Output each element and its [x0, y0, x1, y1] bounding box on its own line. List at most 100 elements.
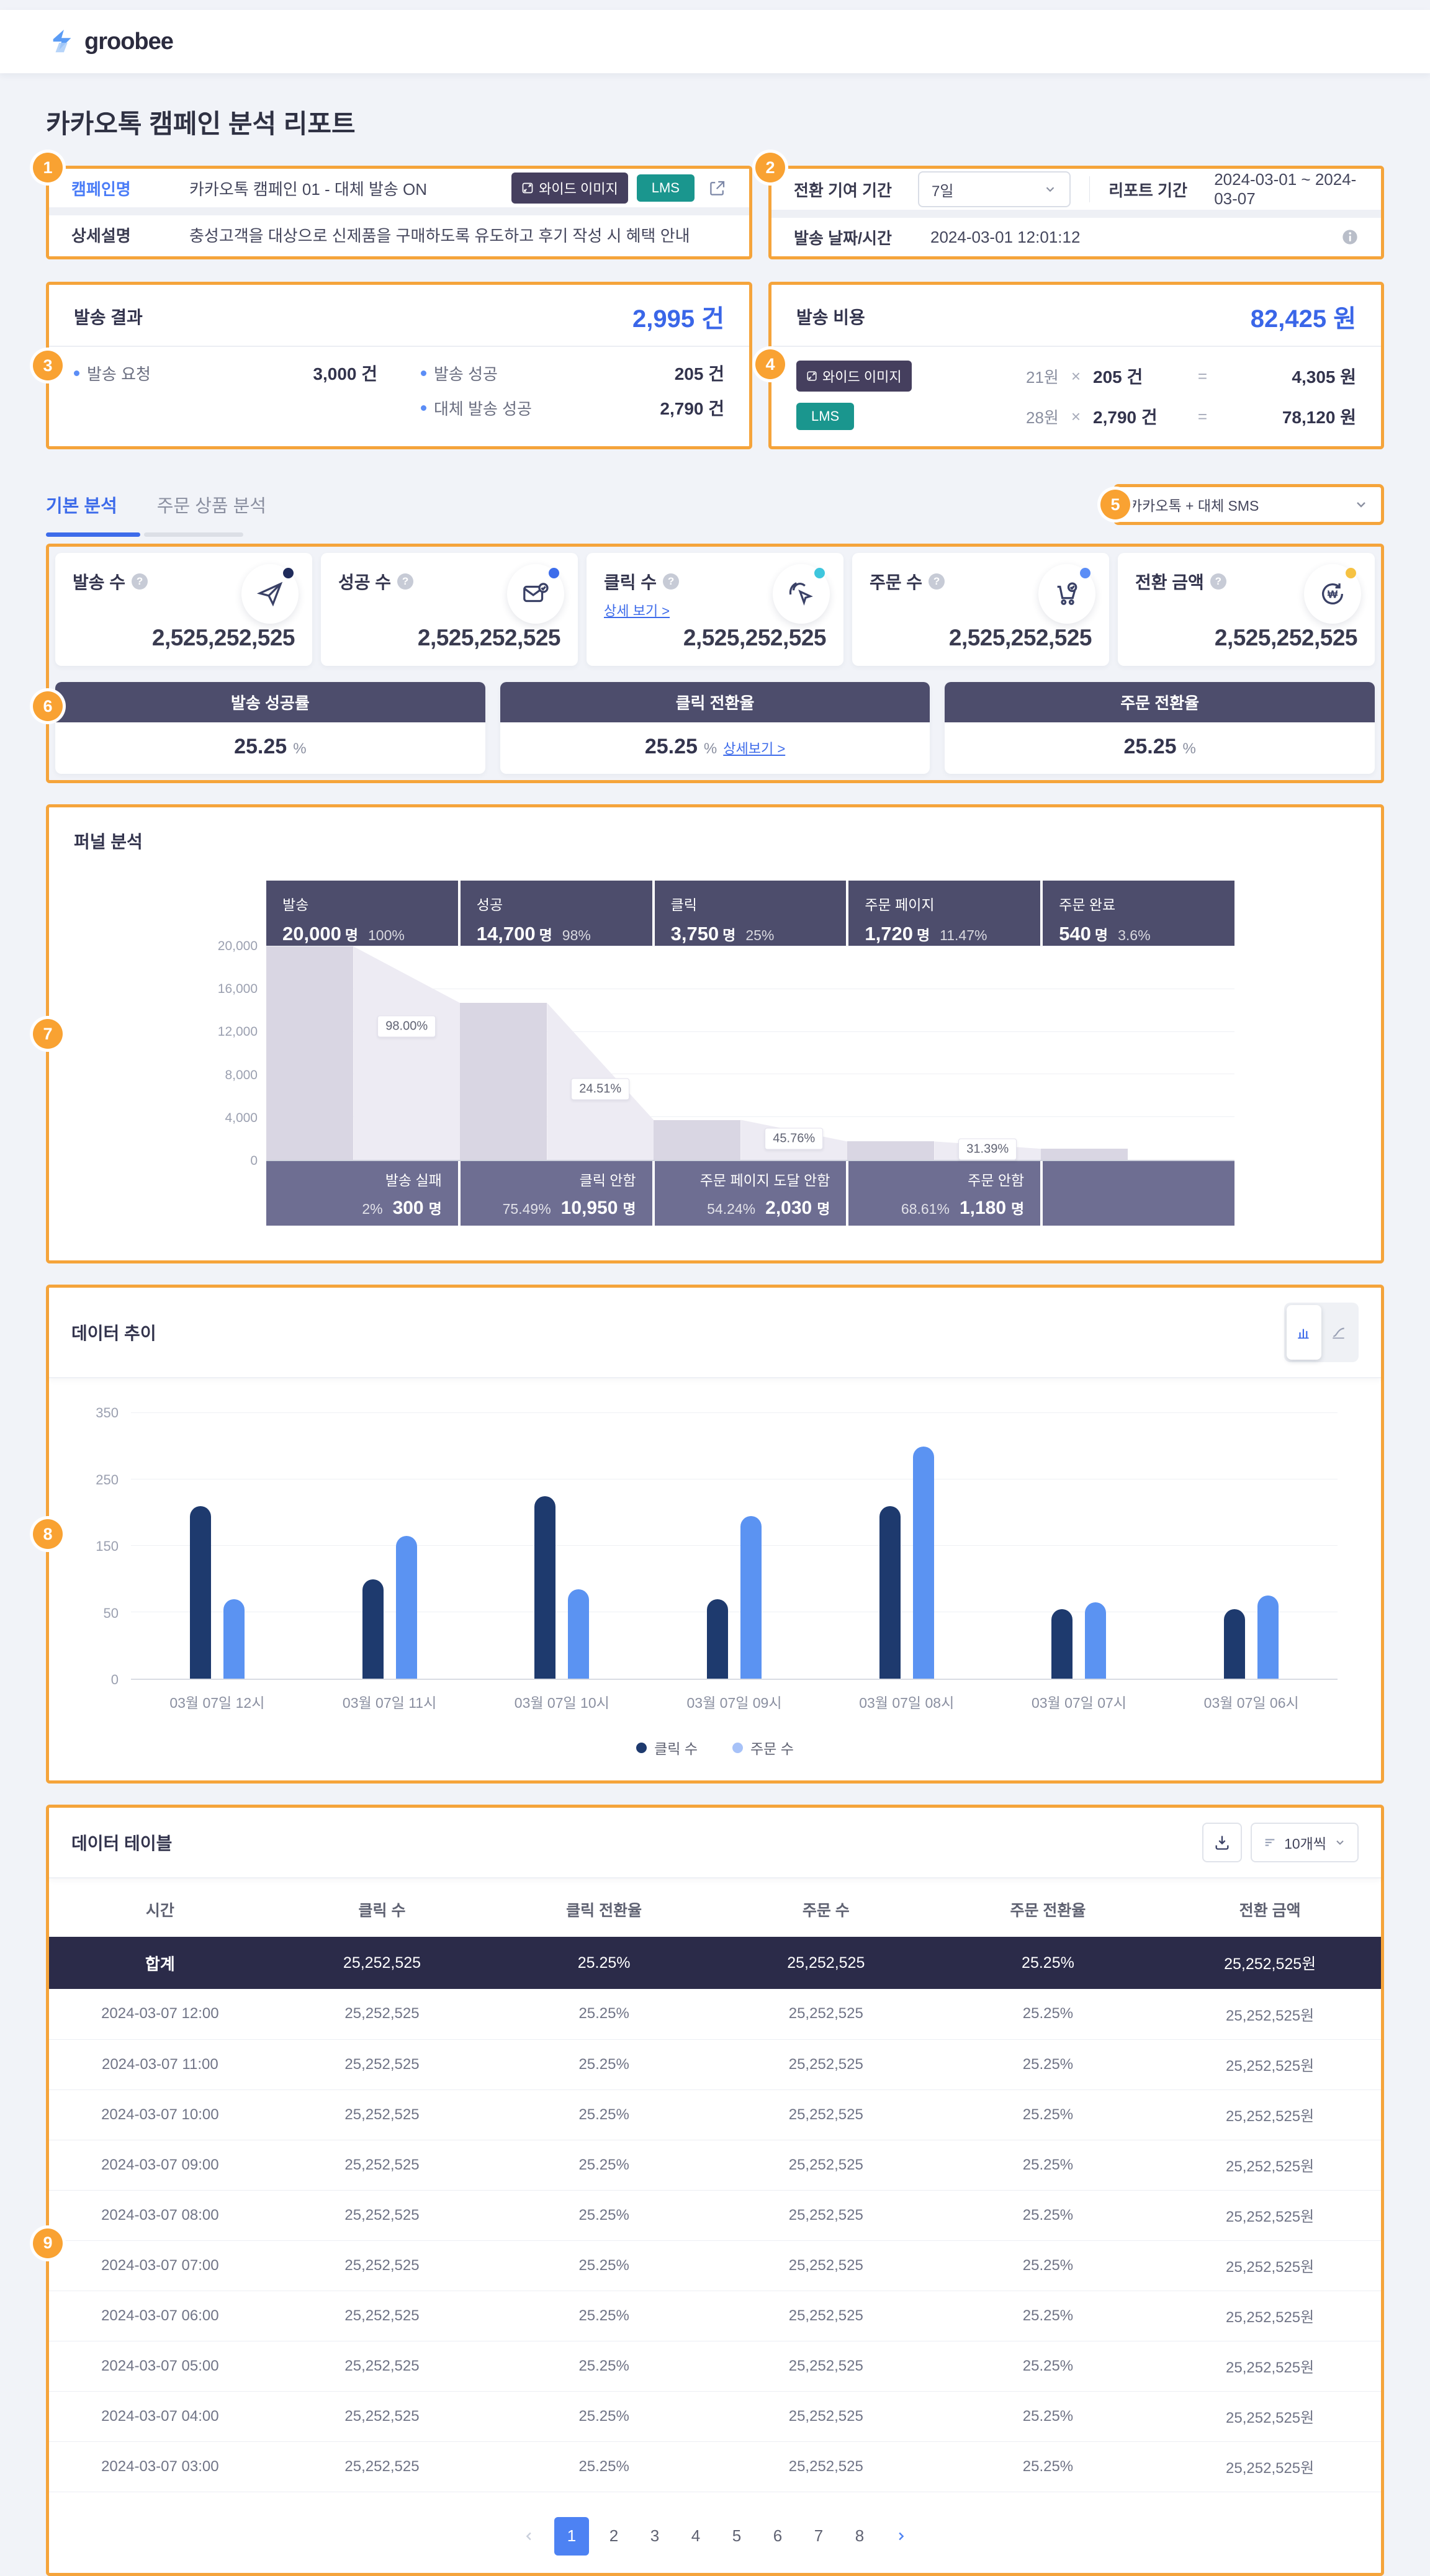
- cost-row-wide: 와이드 이미지 21원 × 205 건 = 4,305 원: [796, 361, 1356, 392]
- annotation-badge-8: 8: [33, 1519, 63, 1549]
- trend-x-axis: 03월 07일 12시 03월 07일 11시 03월 07일 10시 03월 07일…: [131, 1691, 1338, 1712]
- funnel-axis-label: 20,000: [217, 939, 258, 953]
- table-row: 2024-03-07 09:00 25,252,525 25.25% 25,252,5…: [49, 2140, 1381, 2191]
- annotation-badge-5: 5: [1100, 490, 1130, 519]
- pagination-page-7[interactable]: 7: [814, 2526, 824, 2545]
- bullet-dot: [421, 370, 426, 376]
- funnel-dropoff: [1043, 1161, 1234, 1226]
- table-row: 2024-03-07 07:00 25,252,525 25.25% 25,252,5…: [49, 2240, 1381, 2291]
- funnel-bar: [847, 1141, 935, 1160]
- logo-text: groobee: [84, 28, 174, 55]
- funnel-dropoff: 발송 실패 2% 300 명: [266, 1161, 458, 1226]
- funnel-transition: [353, 946, 460, 1160]
- pagination-page-3[interactable]: 3: [650, 2526, 660, 2545]
- bar-orders: [395, 1535, 417, 1679]
- pagination-page-4[interactable]: 4: [691, 2526, 701, 2545]
- bar-clicks: [1224, 1609, 1246, 1679]
- annotation-badge-7: 7: [33, 1019, 63, 1049]
- funnel-stage-row: 발송 20,000 명 100% 성공 14,700 명 98% 클릭 3,750 명 25% 주문 페…: [266, 881, 1234, 946]
- trend-x-label: 03월 07일 11시: [342, 1695, 437, 1711]
- period-info-box: 2 전환 기여 기간 7일 리포트 기간 2024-03-01 ~ 2024-0…: [755, 153, 1384, 259]
- annotation-badge-4: 4: [755, 349, 785, 379]
- legend-item[interactable]: 주문 수: [732, 1737, 794, 1758]
- funnel-axis-label: 12,000: [217, 1025, 258, 1039]
- trend-axis-label: 250: [96, 1471, 119, 1488]
- cart-icon: [1038, 564, 1095, 624]
- bar-group: [304, 1413, 476, 1679]
- send-icon: [241, 564, 299, 624]
- attribution-period-label: 전환 기여 기간: [794, 181, 892, 200]
- pagination: 1 2 3 4 5 6 7 8: [49, 2516, 1381, 2556]
- rate-card-send-success: 발송 성공률 25.25%: [55, 682, 485, 774]
- tab-order-product-analysis[interactable]: 주문 상품 분석: [156, 496, 266, 516]
- channel-select[interactable]: 카카오톡 + 대체 SMS: [1117, 487, 1381, 522]
- click-detail-link[interactable]: 상세 보기 >: [604, 603, 670, 619]
- table-header-cell: 주문 전환율: [1010, 1902, 1086, 1919]
- external-link-icon[interactable]: [708, 179, 727, 197]
- campaign-name-label: 캠페인명: [71, 179, 131, 199]
- gridline: [131, 1412, 1338, 1413]
- pagination-next-icon[interactable]: [884, 2517, 917, 2556]
- funnel-y-axis: 0 4,000 8,000 12,000 16,000 20,000: [212, 939, 266, 1168]
- campaign-desc-row: 상세설명 충성고객을 대상으로 신제품을 구매하도록 유도하고 후기 작성 시 …: [49, 215, 749, 254]
- info-icon[interactable]: [1341, 228, 1359, 246]
- help-icon[interactable]: ?: [1210, 573, 1226, 590]
- bar-group: [475, 1413, 648, 1679]
- gridline: [266, 1116, 1234, 1118]
- table-row: 2024-03-07 06:00 25,252,525 25.25% 25,252,5…: [49, 2291, 1381, 2341]
- groobee-logo-icon: [53, 29, 71, 53]
- table-header-cell: 시간: [145, 1902, 174, 1919]
- won-icon: ₩: [1304, 564, 1361, 624]
- trend-x-label: 03월 07일 12시: [169, 1695, 265, 1711]
- pagination-page-8[interactable]: 8: [855, 2526, 865, 2545]
- send-result-total: 2,995 건: [632, 305, 724, 333]
- page-size-select[interactable]: 10개씩: [1251, 1823, 1359, 1862]
- bar-group: [131, 1413, 304, 1679]
- annotation-badge-6: 6: [33, 691, 63, 722]
- data-trend-box: 8 데이터 추이 0 50 150 250 350 03월 07일 12시 03월 07일…: [33, 1285, 1384, 1784]
- alt-send-success-item: 대체 발송 성공 2,790 건: [421, 395, 724, 420]
- report-period-value: 2024-03-01 ~ 2024-03-07: [1214, 170, 1357, 208]
- funnel-stage: 발송 20,000 명 100%: [266, 881, 458, 946]
- funnel-dropoff: 클릭 안함 75.49% 10,950 명: [460, 1161, 652, 1226]
- metric-dot: [1346, 568, 1356, 578]
- attribution-period-select[interactable]: 7일: [918, 171, 1071, 207]
- trend-x-label: 03월 07일 09시: [686, 1695, 782, 1711]
- send-result-box: 3 발송 결과 2,995 건 발송 요청 3,000 건 발송 성공: [33, 282, 752, 449]
- pagination-prev-icon[interactable]: [513, 2517, 546, 2556]
- help-icon[interactable]: ?: [397, 573, 414, 590]
- pagination-page-5[interactable]: 5: [732, 2526, 742, 2545]
- tab-basic-analysis[interactable]: 기본 분석: [46, 496, 117, 516]
- help-icon[interactable]: ?: [132, 573, 148, 590]
- bullet-dot: [421, 405, 426, 411]
- list-icon: [1265, 1839, 1275, 1846]
- funnel-axis-label: 4,000: [225, 1110, 258, 1125]
- bar-chart-toggle-icon[interactable]: [1287, 1305, 1321, 1360]
- rate-detail-link[interactable]: 상세보기 >: [723, 741, 786, 756]
- lms-badge: LMS: [636, 174, 695, 202]
- gridline: [266, 1031, 1234, 1032]
- funnel-axis-label: 8,000: [225, 1067, 258, 1082]
- legend-item[interactable]: 클릭 수: [636, 1737, 698, 1758]
- bar-group: [1165, 1413, 1338, 1679]
- trend-x-label: 03월 07일 07시: [1031, 1695, 1126, 1711]
- pagination-page-2[interactable]: 2: [609, 2526, 619, 2545]
- help-icon[interactable]: ?: [929, 573, 945, 590]
- funnel-transition: [547, 1003, 654, 1160]
- vertical-divider: [1089, 176, 1090, 202]
- chart-type-toggle: [1284, 1303, 1359, 1362]
- table-row: 2024-03-07 08:00 25,252,525 25.25% 25,252,5…: [49, 2190, 1381, 2241]
- metric-card-sent: 발송 수? 2,525,252,525: [55, 553, 312, 666]
- line-chart-toggle-icon[interactable]: [1321, 1305, 1356, 1360]
- metric-card-clicks: 클릭 수? 상세 보기 > 2,525,252,525: [587, 553, 843, 666]
- groobee-logo: groobee: [48, 27, 174, 56]
- pagination-page-1[interactable]: 1: [554, 2516, 589, 2556]
- funnel-dropoff-row: 발송 실패 2% 300 명 클릭 안함 75.49% 10,950 명 주문 페이지 도달 안…: [266, 1161, 1234, 1226]
- send-result-title: 발송 결과: [74, 308, 143, 327]
- help-icon[interactable]: ?: [663, 573, 680, 590]
- download-button[interactable]: [1202, 1823, 1243, 1862]
- trend-axis-label: 50: [103, 1605, 119, 1621]
- table-row: 2024-03-07 03:00 25,252,525 25.25% 25,252,5…: [49, 2441, 1381, 2492]
- table-header-cell: 주문 수: [802, 1902, 850, 1919]
- pagination-page-6[interactable]: 6: [773, 2526, 783, 2545]
